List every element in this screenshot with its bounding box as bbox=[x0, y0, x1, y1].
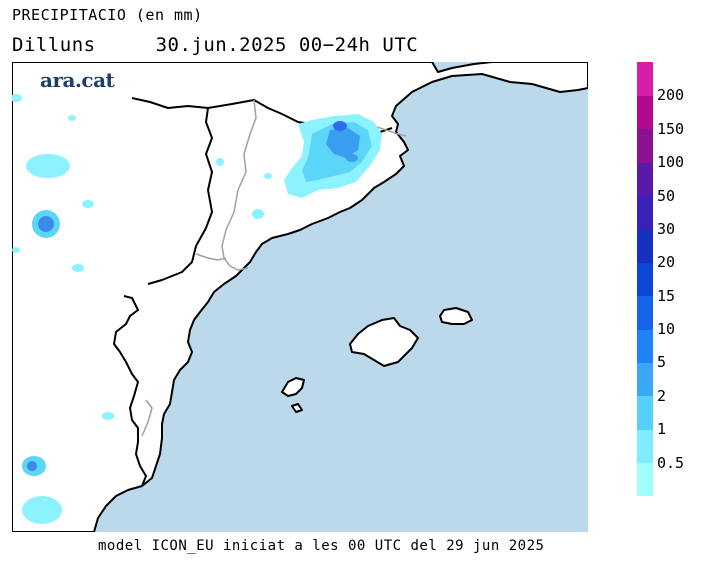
legend-color-box bbox=[637, 429, 653, 464]
legend-color-box bbox=[637, 262, 653, 297]
map-title: PRECIPITACIO (en mm) bbox=[12, 6, 203, 24]
precip-dark-area bbox=[326, 128, 360, 158]
precip-cell-small-5 bbox=[102, 412, 114, 420]
precip-cell-small-9 bbox=[12, 247, 20, 253]
legend-threshold-label: 50 bbox=[657, 186, 676, 205]
model-info-footer: model ICON_EU iniciat a les 00 UTC del 2… bbox=[98, 538, 545, 554]
precip-cell-small-2 bbox=[82, 200, 94, 208]
legend-color-box bbox=[637, 329, 653, 363]
legend-color-box bbox=[637, 128, 653, 163]
precip-cell-small-6 bbox=[252, 209, 264, 219]
precip-core-cell bbox=[333, 121, 347, 131]
precip-cell-west-1-core bbox=[38, 216, 54, 232]
legend-threshold-label: 0.5 bbox=[657, 453, 685, 472]
legend-color-box bbox=[637, 162, 653, 197]
formentera-island bbox=[291, 403, 303, 413]
menorca-island bbox=[439, 307, 473, 325]
legend-threshold-label: 10 bbox=[657, 320, 676, 339]
precip-cell-small-7 bbox=[264, 173, 272, 179]
regional-border-aragon bbox=[195, 253, 227, 261]
eivissa-island bbox=[281, 377, 305, 397]
legend-color-box bbox=[637, 228, 653, 263]
precip-cell-west-2 bbox=[26, 154, 70, 178]
legend-color-box bbox=[637, 362, 653, 397]
regional-border-valencia bbox=[141, 399, 153, 437]
precip-cell-small-3 bbox=[12, 94, 22, 102]
precip-dark-cell bbox=[346, 154, 358, 162]
precip-cell-west-3-core bbox=[27, 461, 37, 471]
legend-threshold-label: 200 bbox=[657, 86, 685, 105]
map-subtitle: Dilluns 30.jun.2025 00−24h UTC bbox=[12, 34, 418, 56]
interior-border bbox=[147, 107, 213, 285]
date-range-label: 30.jun.2025 00−24h UTC bbox=[155, 34, 419, 56]
land-area bbox=[12, 62, 588, 532]
legend-threshold-label: 15 bbox=[657, 286, 676, 305]
legend-threshold-label: 1 bbox=[657, 420, 667, 439]
precip-cell-west-4 bbox=[22, 496, 62, 524]
legend-threshold-label: 20 bbox=[657, 253, 676, 272]
legend-color-box bbox=[637, 62, 653, 96]
mallorca-island bbox=[349, 317, 419, 367]
legend-color-box bbox=[637, 462, 653, 497]
precipitation-field bbox=[12, 94, 382, 524]
day-label: Dilluns bbox=[12, 34, 96, 56]
precipitation-map bbox=[12, 62, 588, 532]
regional-border-catalonia bbox=[221, 99, 257, 271]
legend-color-box bbox=[637, 95, 653, 130]
legend-threshold-label: 5 bbox=[657, 353, 667, 372]
ara-cat-logo: ara.cat bbox=[40, 68, 115, 92]
precip-cell-small-1 bbox=[72, 264, 84, 272]
legend-color-box bbox=[637, 195, 653, 230]
legend-threshold-label: 2 bbox=[657, 386, 667, 405]
legend-threshold-label: 100 bbox=[657, 153, 685, 172]
color-scale-legend bbox=[637, 62, 653, 497]
legend-threshold-label: 30 bbox=[657, 219, 676, 238]
valencia-inland-border bbox=[113, 295, 147, 487]
legend-threshold-label: 150 bbox=[657, 119, 685, 138]
legend-color-box bbox=[637, 295, 653, 330]
legend-color-box bbox=[637, 395, 653, 430]
precip-cell-small-8 bbox=[216, 158, 224, 166]
precip-cell-small-4 bbox=[68, 115, 76, 121]
